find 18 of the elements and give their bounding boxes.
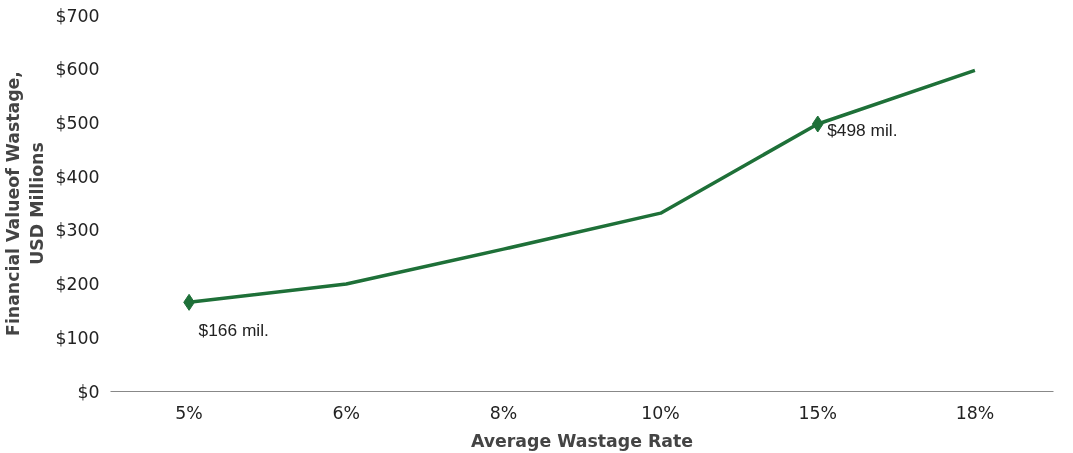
- y-tick-label: $700: [55, 5, 100, 26]
- x-tick-label: 5%: [175, 402, 203, 423]
- y-axis-title: Financial Valueof Wastage, USD Millions: [3, 71, 48, 336]
- y-tick-label: $300: [55, 220, 100, 241]
- x-axis-title: Average Wastage Rate: [471, 430, 694, 451]
- y-tick-label: $600: [55, 59, 100, 80]
- y-tick-label: $200: [55, 274, 100, 295]
- y-tick-label: $400: [55, 166, 100, 187]
- y-tick-label: $500: [55, 112, 100, 133]
- x-tick-label: 15%: [798, 402, 838, 423]
- data-label: $166 mil.: [198, 320, 269, 341]
- y-tick-label: $100: [55, 327, 100, 348]
- x-tick-label: 10%: [641, 402, 680, 423]
- y-tick-label: $0: [77, 381, 100, 402]
- x-tick-label: 18%: [955, 402, 995, 423]
- x-tick-label: 6%: [332, 402, 361, 423]
- x-tick-label: 8%: [489, 402, 518, 423]
- data-label: $498 mil.: [827, 120, 898, 140]
